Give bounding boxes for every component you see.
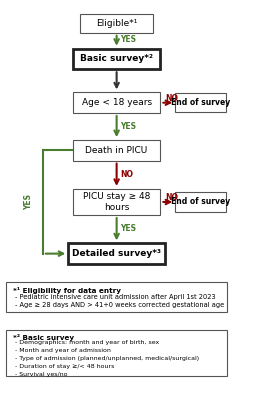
Text: PICU stay ≥ 48
hours: PICU stay ≥ 48 hours bbox=[83, 192, 150, 212]
FancyBboxPatch shape bbox=[73, 92, 161, 113]
Text: End of survey: End of survey bbox=[171, 198, 230, 206]
FancyBboxPatch shape bbox=[175, 93, 226, 112]
Text: Eligible*¹: Eligible*¹ bbox=[96, 19, 137, 28]
Text: Basic survey*²: Basic survey*² bbox=[80, 54, 153, 64]
FancyBboxPatch shape bbox=[80, 14, 154, 33]
Text: End of survey: End of survey bbox=[171, 98, 230, 107]
Text: - Demographics: month and year of birth, sex: - Demographics: month and year of birth,… bbox=[15, 340, 159, 346]
FancyBboxPatch shape bbox=[6, 282, 227, 312]
Text: YES: YES bbox=[120, 224, 136, 234]
Text: NO: NO bbox=[165, 94, 178, 103]
Text: - Type of admission (planned/unplanned, medical/surgical): - Type of admission (planned/unplanned, … bbox=[15, 356, 199, 361]
Text: YES: YES bbox=[120, 35, 136, 44]
Text: NO: NO bbox=[120, 170, 133, 180]
Text: - Survival yes/no: - Survival yes/no bbox=[15, 372, 68, 377]
Text: - Duration of stay ≥/< 48 hours: - Duration of stay ≥/< 48 hours bbox=[15, 364, 115, 369]
Text: YES: YES bbox=[120, 122, 136, 131]
FancyBboxPatch shape bbox=[175, 192, 226, 212]
Text: Age < 18 years: Age < 18 years bbox=[82, 98, 152, 107]
Text: *² Basic survey: *² Basic survey bbox=[13, 334, 74, 341]
Text: - Age ≥ 28 days AND > 41+0 weeks corrected gestational age: - Age ≥ 28 days AND > 41+0 weeks correct… bbox=[15, 302, 225, 308]
FancyBboxPatch shape bbox=[73, 49, 161, 69]
Text: NO: NO bbox=[165, 193, 178, 202]
Text: *¹ Eligibility for data entry: *¹ Eligibility for data entry bbox=[13, 287, 121, 294]
Text: - Month and year of admission: - Month and year of admission bbox=[15, 348, 111, 353]
FancyBboxPatch shape bbox=[68, 243, 165, 264]
FancyBboxPatch shape bbox=[6, 330, 227, 376]
Text: Detailed survey*³: Detailed survey*³ bbox=[72, 249, 161, 258]
Text: Death in PICU: Death in PICU bbox=[86, 146, 148, 155]
Text: YES: YES bbox=[25, 194, 34, 210]
FancyBboxPatch shape bbox=[73, 140, 161, 161]
Text: - Pediatric intensive care unit admission after April 1st 2023: - Pediatric intensive care unit admissio… bbox=[15, 294, 216, 300]
FancyBboxPatch shape bbox=[73, 189, 161, 215]
